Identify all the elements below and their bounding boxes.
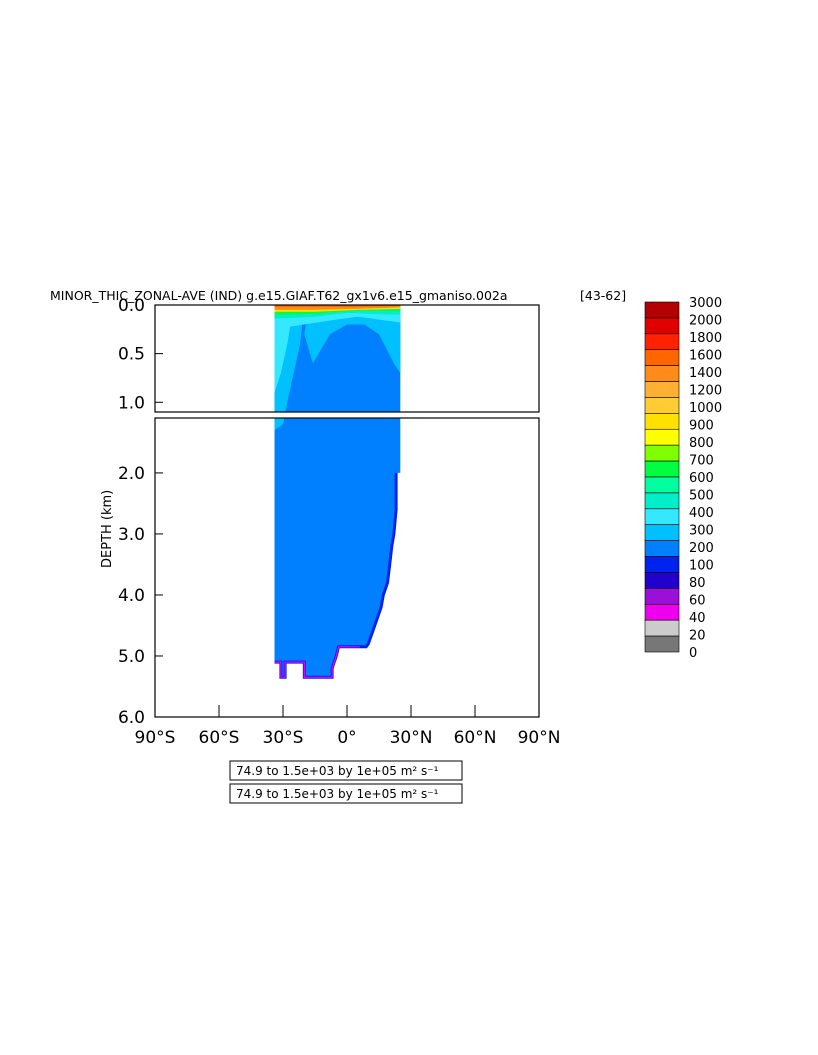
upper-panel-fill — [274, 305, 401, 412]
colorbar-label: 1000 — [689, 401, 722, 416]
colorbar-label: 3000 — [689, 296, 722, 311]
annotation-box-2: 74.9 to 1.5e+03 by 1e+05 m² s⁻¹ — [229, 783, 463, 804]
lower-y-axis: 2.0 3.0 4.0 5.0 6.0 — [118, 464, 163, 728]
upper-panel-frame — [154, 304, 540, 413]
x-tick-label: 0° — [337, 728, 356, 748]
colorbar-label: 1800 — [689, 331, 722, 346]
lower-panel-fill — [274, 418, 401, 679]
colorbar-label: 60 — [689, 594, 706, 609]
colorbar-label: 500 — [689, 489, 714, 504]
x-tick-label: 90°N — [518, 728, 561, 748]
sky-region — [274, 418, 285, 431]
colorbar-segment — [644, 460, 680, 478]
colorbar-segment — [644, 588, 680, 605]
bottom-edge-band-magenta — [274, 646, 360, 678]
colorbar-label: 900 — [689, 419, 714, 434]
x-tick-label: 90°S — [135, 728, 176, 748]
colorbar-segment — [644, 365, 680, 382]
colorbar-label: 1400 — [689, 366, 722, 381]
upper-y-tick-label: 1.0 — [118, 393, 145, 413]
chart-title: MINOR_THIC_ZONAL-AVE (IND) g.e15.GIAF.T6… — [50, 288, 508, 303]
colorbar-label: 800 — [689, 436, 714, 451]
colorbar-segment — [644, 556, 680, 573]
colorbar-segment — [644, 413, 680, 430]
lower-y-tick-label: 2.0 — [118, 464, 145, 484]
lower-y-tick-label: 3.0 — [118, 525, 145, 545]
colorbar-label: 700 — [689, 454, 714, 469]
lower-y-tick-label: 4.0 — [118, 586, 145, 606]
colorbar-label: 100 — [689, 559, 714, 574]
x-tick-label: 60°N — [454, 728, 497, 748]
field-body-region — [274, 418, 401, 678]
colorbar-segment — [644, 397, 680, 414]
colorbar-label: 40 — [689, 611, 706, 626]
lower-y-tick-label: 5.0 — [118, 647, 145, 667]
colorbar: 3000200018001600140012001000900800700600… — [644, 296, 722, 661]
colorbar-segment — [644, 619, 680, 637]
upper-y-tick-label: 0.5 — [118, 345, 145, 365]
colorbar-segment — [644, 635, 680, 653]
colorbar-label: 600 — [689, 471, 714, 486]
colorbar-segment — [644, 476, 680, 494]
colorbar-segment — [644, 540, 680, 557]
colorbar-segment — [644, 333, 680, 351]
colorbar-label: 2000 — [689, 314, 722, 329]
colorbar-segment — [644, 349, 680, 366]
colorbar-segment — [644, 492, 680, 510]
colorbar-segment — [644, 572, 680, 589]
colorbar-segment — [644, 508, 680, 526]
x-tick-label: 30°N — [390, 728, 433, 748]
annotation-1: 74.9 to 1.5e+03 by 1e+05 m² s⁻¹ — [236, 764, 439, 778]
sky-dome-region — [304, 305, 401, 374]
colorbar-label: 200 — [689, 541, 714, 556]
lower-y-tick-label: 6.0 — [118, 708, 145, 728]
annotation-2: 74.9 to 1.5e+03 by 1e+05 m² s⁻¹ — [236, 787, 439, 801]
upper-y-axis: 0.0 0.5 1.0 — [118, 296, 163, 413]
colorbar-segment — [644, 301, 680, 319]
chart-title-suffix: [43-62] — [580, 288, 626, 303]
colorbar-label: 80 — [689, 576, 706, 591]
colorbar-label: 20 — [689, 629, 706, 644]
colorbar-segment — [644, 317, 680, 335]
colorbar-segment — [644, 524, 680, 541]
colorbar-segment — [644, 444, 680, 462]
upper-y-tick-label: 0.0 — [118, 296, 145, 316]
colorbar-label: 0 — [689, 646, 697, 661]
x-axis: 90°S 60°S 30°S 0° 30°N 60°N 90°N — [135, 705, 561, 748]
colorbar-segment — [644, 603, 680, 621]
x-tick-label: 60°S — [199, 728, 240, 748]
colorbar-label: 400 — [689, 506, 714, 521]
colorbar-segment — [644, 381, 680, 398]
colorbar-label: 1600 — [689, 349, 722, 364]
colorbar-label: 1200 — [689, 384, 722, 399]
colorbar-label: 300 — [689, 524, 714, 539]
annotation-box-1: 74.9 to 1.5e+03 by 1e+05 m² s⁻¹ — [229, 760, 463, 781]
x-tick-label: 30°S — [263, 728, 304, 748]
colorbar-segment — [644, 428, 680, 446]
y-axis-label: DEPTH (km) — [100, 490, 115, 568]
